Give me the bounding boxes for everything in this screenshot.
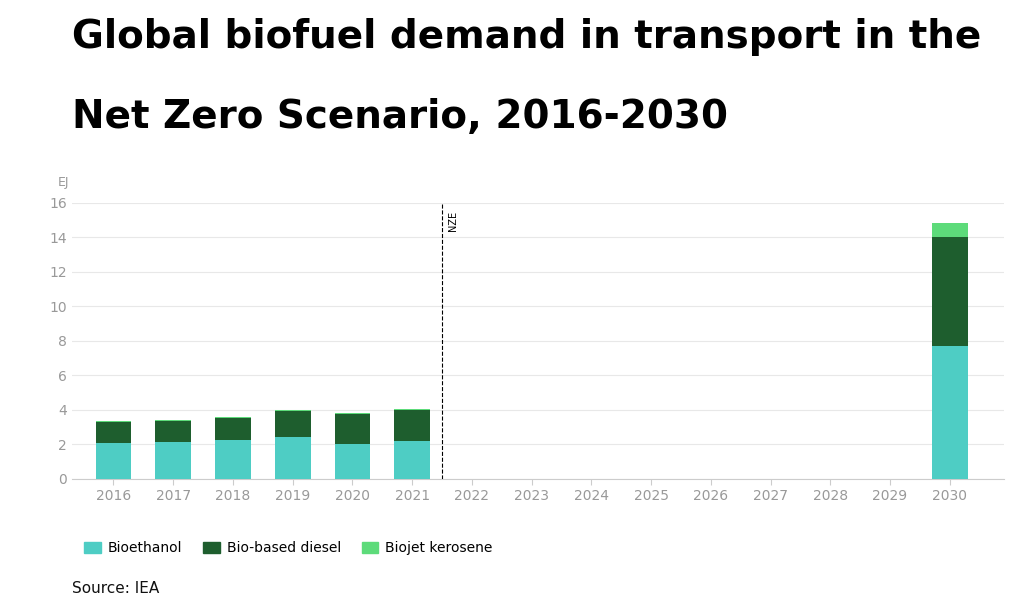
Bar — [932, 346, 968, 479]
Text: NZE: NZE — [449, 211, 458, 231]
Bar — [394, 410, 430, 441]
Bar — [156, 421, 191, 442]
Bar — [156, 420, 191, 421]
Bar — [95, 422, 131, 443]
Bar — [95, 421, 131, 422]
Bar — [335, 413, 371, 414]
Bar — [274, 411, 310, 437]
Legend: Bioethanol, Bio-based diesel, Biojet kerosene: Bioethanol, Bio-based diesel, Biojet ker… — [79, 535, 499, 561]
Bar — [274, 437, 310, 479]
Bar — [394, 409, 430, 410]
Bar — [335, 443, 371, 479]
Bar — [156, 442, 191, 479]
Text: Net Zero Scenario, 2016-2030: Net Zero Scenario, 2016-2030 — [72, 98, 728, 136]
Bar — [274, 410, 310, 411]
Text: Global biofuel demand in transport in the: Global biofuel demand in transport in th… — [72, 18, 981, 56]
Text: Source: IEA: Source: IEA — [72, 581, 159, 596]
Bar — [932, 237, 968, 346]
Bar — [95, 443, 131, 479]
Bar — [394, 441, 430, 479]
Bar — [215, 417, 251, 418]
Bar — [215, 418, 251, 440]
Text: EJ: EJ — [57, 176, 70, 188]
Bar — [215, 440, 251, 479]
Bar — [335, 414, 371, 443]
Bar — [932, 223, 968, 237]
